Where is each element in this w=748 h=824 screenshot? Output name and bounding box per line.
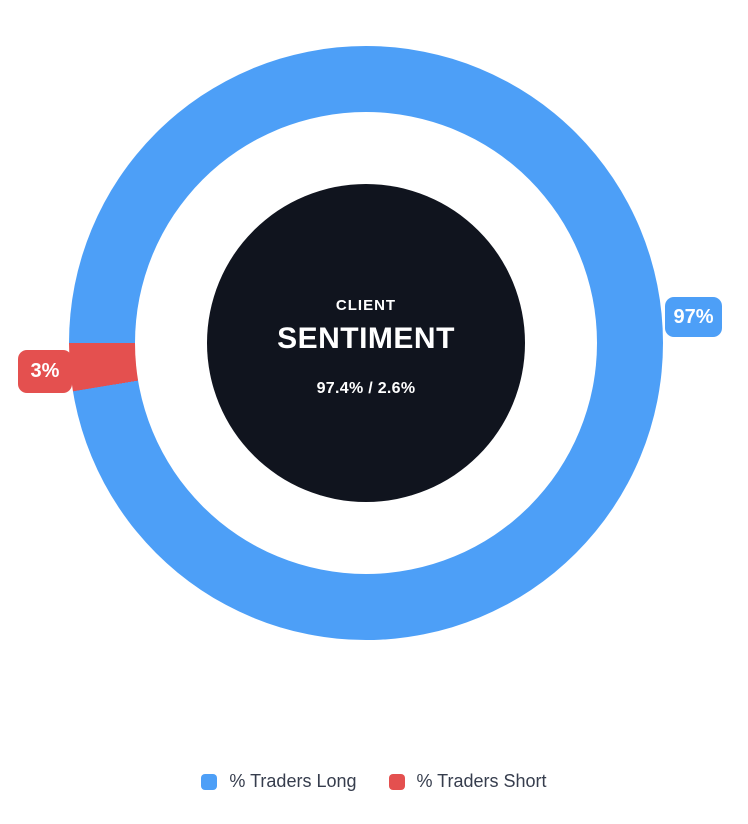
legend: % Traders Long % Traders Short — [0, 771, 748, 792]
long-legend-marker-icon — [201, 773, 218, 790]
center-title: SENTIMENT — [277, 321, 455, 355]
center-disc: CLIENT SENTIMENT 97.4% / 2.6% — [207, 184, 525, 502]
short-legend-marker-icon — [388, 773, 405, 790]
short-percentage-badge: 3% — [18, 350, 72, 393]
legend-item-traders-short[interactable]: % Traders Short — [388, 771, 547, 792]
center-kicker-label: CLIENT — [335, 296, 397, 314]
legend-label-traders-short: % Traders Short — [416, 771, 547, 791]
legend-item-traders-long[interactable]: % Traders Long — [201, 771, 357, 792]
center-ratio-value: 97.4% / 2.6% — [316, 379, 416, 397]
long-percentage-badge: 97% — [665, 297, 722, 337]
legend-label-traders-long: % Traders Long — [229, 771, 357, 791]
